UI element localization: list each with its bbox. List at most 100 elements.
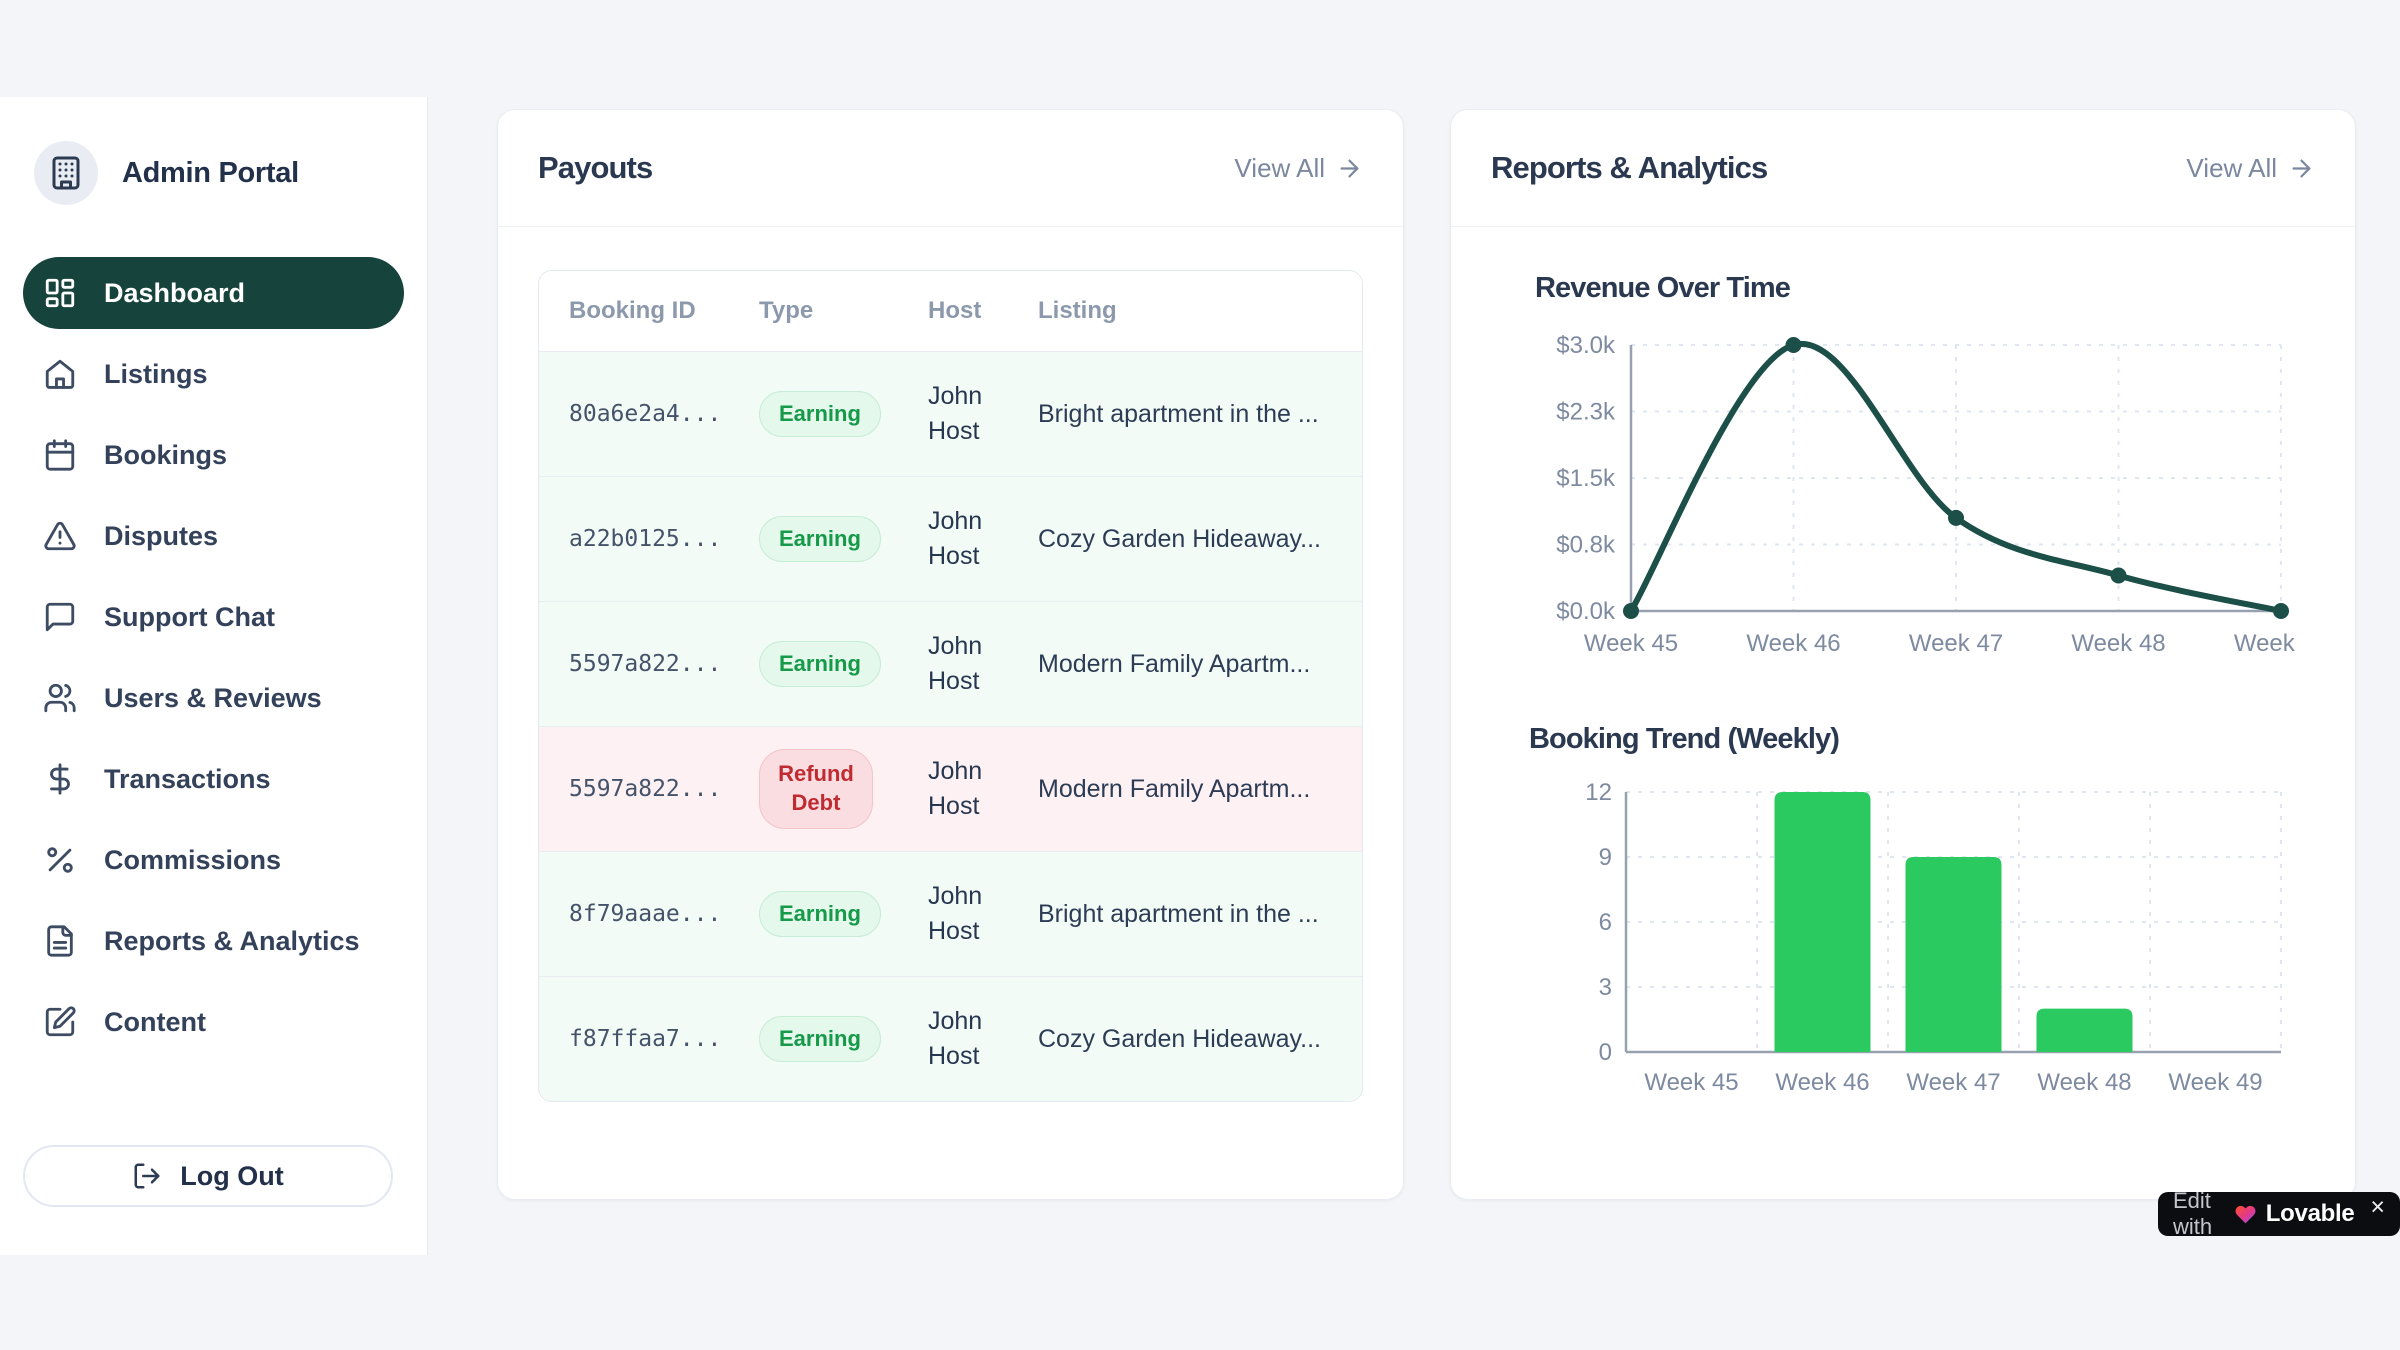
- svg-text:3: 3: [1599, 974, 1612, 1001]
- building-icon: [34, 141, 98, 205]
- svg-text:$0.0k: $0.0k: [1556, 598, 1616, 625]
- host-cell: John Host: [928, 757, 983, 820]
- type-badge: Refund Debt: [759, 749, 873, 829]
- booking-trend-chart-title: Booking Trend (Weekly): [1529, 723, 1840, 755]
- sidebar-item-reports-analytics[interactable]: Reports & Analytics: [23, 905, 404, 977]
- sidebar-item-content[interactable]: Content: [23, 986, 404, 1058]
- logout-label: Log Out: [180, 1160, 284, 1191]
- svg-text:Week 49: Week 49: [2234, 630, 2301, 657]
- dashboard-icon: [43, 276, 77, 310]
- sidebar-item-transactions[interactable]: Transactions: [23, 743, 404, 815]
- host-cell: John Host: [928, 507, 983, 570]
- sidebar-item-label: Support Chat: [104, 601, 275, 632]
- payout-row[interactable]: 80a6e2a4... Earning John Host Bright apartm…: [539, 351, 1362, 476]
- sidebar: Admin Portal Dashboard Listings Bookings Di…: [0, 97, 428, 1255]
- sidebar-item-label: Reports & Analytics: [104, 925, 360, 956]
- logout-icon: [132, 1161, 162, 1191]
- calendar-icon: [43, 438, 77, 472]
- sidebar-nav: Dashboard Listings Bookings Disputes Support…: [0, 257, 427, 1058]
- type-cell: Earning: [759, 1016, 928, 1062]
- column-header-host: Host: [928, 297, 982, 324]
- app-logo: Admin Portal: [0, 97, 427, 205]
- svg-text:$2.3k: $2.3k: [1556, 399, 1616, 426]
- file-pen-icon: [43, 1005, 77, 1039]
- type-badge: Earning: [759, 1016, 881, 1062]
- reports-title: Reports & Analytics: [1491, 150, 1768, 185]
- close-icon[interactable]: ×: [2370, 1192, 2385, 1221]
- payout-row[interactable]: 5597a822... Refund Debt John Host Modern Fa…: [539, 726, 1362, 851]
- type-cell: Earning: [759, 891, 928, 937]
- svg-text:Week 48: Week 48: [2071, 630, 2165, 657]
- reports-header: Reports & Analytics View All: [1451, 110, 2355, 227]
- svg-text:$0.8k: $0.8k: [1556, 532, 1616, 559]
- reports-analytics-card: Reports & Analytics View All Revenue Ove…: [1450, 109, 2356, 1200]
- column-header-listing: Listing: [1038, 297, 1117, 324]
- svg-text:Week 47: Week 47: [1909, 630, 2003, 657]
- svg-text:Week 47: Week 47: [1906, 1069, 2000, 1096]
- revenue-line-chart: $0.0k $0.8k $1.5k $2.3k $3.0k Week 45 Week 46 W…: [1531, 321, 2328, 661]
- sidebar-item-label: Content: [104, 1006, 206, 1037]
- sidebar-item-bookings[interactable]: Bookings: [23, 419, 404, 491]
- type-cell: Earning: [759, 391, 928, 437]
- payouts-table-body: 80a6e2a4... Earning John Host Bright apartm…: [539, 351, 1362, 1101]
- sidebar-item-users-reviews[interactable]: Users & Reviews: [23, 662, 404, 734]
- lovable-heart-icon: [2234, 1203, 2257, 1226]
- svg-text:Week 45: Week 45: [1584, 630, 1678, 657]
- payouts-card: Payouts View All Booking ID Type Host Listi…: [497, 109, 1404, 1200]
- sidebar-item-label: Transactions: [104, 763, 271, 794]
- message-icon: [43, 600, 77, 634]
- sidebar-item-support-chat[interactable]: Support Chat: [23, 581, 404, 653]
- file-text-icon: [43, 924, 77, 958]
- alert-triangle-icon: [43, 519, 77, 553]
- column-header-booking-id: Booking ID: [569, 297, 696, 324]
- sidebar-item-disputes[interactable]: Disputes: [23, 500, 404, 572]
- svg-text:9: 9: [1599, 844, 1612, 871]
- listing-cell: Cozy Garden Hideaway...: [1038, 524, 1321, 553]
- sidebar-item-dashboard[interactable]: Dashboard: [23, 257, 404, 329]
- host-cell: John Host: [928, 382, 983, 445]
- revenue-chart-title: Revenue Over Time: [1535, 272, 1791, 304]
- view-all-label: View All: [2186, 152, 2277, 183]
- arrow-right-icon: [2288, 155, 2315, 182]
- listing-cell: Modern Family Apartm...: [1038, 649, 1311, 678]
- booking-id: f87ffaa7...: [569, 1026, 722, 1052]
- lovable-prefix-label: Edit with: [2173, 1188, 2213, 1239]
- payout-row[interactable]: f87ffaa7... Earning John Host Cozy Garden H…: [539, 976, 1362, 1101]
- svg-text:6: 6: [1599, 909, 1612, 936]
- payouts-view-all-link[interactable]: View All: [1234, 153, 1363, 184]
- sidebar-item-label: Dashboard: [104, 277, 246, 308]
- reports-view-all-link[interactable]: View All: [2186, 153, 2315, 184]
- sidebar-item-label: Disputes: [104, 520, 219, 551]
- logout-button[interactable]: Log Out: [23, 1145, 393, 1207]
- sidebar-item-label: Users & Reviews: [104, 682, 322, 713]
- svg-text:Week 46: Week 46: [1746, 630, 1840, 657]
- sidebar-item-listings[interactable]: Listings: [23, 338, 404, 410]
- edit-with-lovable-badge[interactable]: Edit with Lovable ×: [2158, 1188, 2400, 1239]
- payouts-table-header: Booking ID Type Host Listing: [539, 271, 1362, 351]
- type-cell: Earning: [759, 641, 928, 687]
- lovable-brand-label: Lovable: [2265, 1200, 2355, 1227]
- view-all-label: View All: [1234, 152, 1325, 183]
- dollar-icon: [43, 762, 77, 796]
- svg-text:Week 46: Week 46: [1775, 1069, 1869, 1096]
- payout-row[interactable]: 5597a822... Earning John Host Modern Family…: [539, 601, 1362, 726]
- sidebar-item-commissions[interactable]: Commissions: [23, 824, 404, 896]
- listing-cell: Modern Family Apartm...: [1038, 774, 1311, 803]
- payout-row[interactable]: a22b0125... Earning John Host Cozy Garden H…: [539, 476, 1362, 601]
- sidebar-item-label: Listings: [104, 358, 208, 389]
- payouts-title: Payouts: [538, 150, 653, 185]
- home-icon: [43, 357, 77, 391]
- svg-text:12: 12: [1585, 779, 1612, 806]
- type-badge: Earning: [759, 516, 881, 562]
- svg-text:Week 48: Week 48: [2037, 1069, 2131, 1096]
- payout-row[interactable]: 8f79aaae... Earning John Host Bright apartm…: [539, 851, 1362, 976]
- host-cell: John Host: [928, 1007, 983, 1070]
- booking-trend-bar-chart: 0 3 6 9 12 Week 45 Week 46 Week 47 Week 48 Week 4…: [1531, 776, 2301, 1111]
- column-header-type: Type: [759, 297, 814, 324]
- payouts-header: Payouts View All: [498, 110, 1403, 227]
- booking-id: a22b0125...: [569, 526, 722, 552]
- booking-id: 80a6e2a4...: [569, 401, 722, 427]
- sidebar-item-label: Commissions: [104, 844, 282, 875]
- payouts-table: Booking ID Type Host Listing 80a6e2a4... Ear…: [538, 270, 1363, 1102]
- svg-text:$3.0k: $3.0k: [1556, 332, 1616, 359]
